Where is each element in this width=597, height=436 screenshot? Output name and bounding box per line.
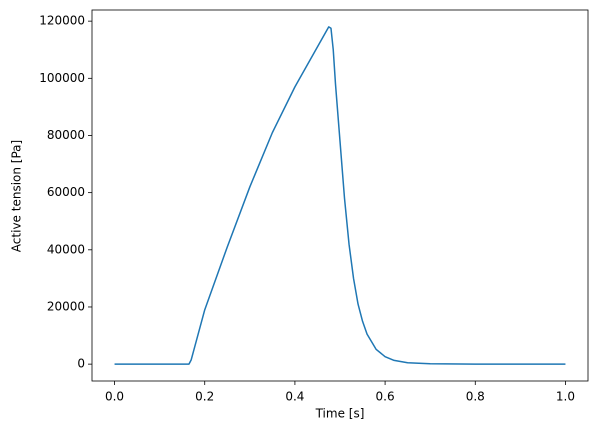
plot-frame <box>91 9 589 382</box>
line-series <box>114 26 566 365</box>
y-tick-label: 60000 <box>47 185 85 199</box>
y-tick-label: 0 <box>77 357 85 371</box>
x-tick-label: 0.4 <box>285 390 304 404</box>
y-tick-label: 40000 <box>47 242 85 256</box>
x-tick-label: 0.2 <box>195 390 214 404</box>
x-tick-label: 0.6 <box>376 390 395 404</box>
x-axis-label: Time [s] <box>315 407 365 421</box>
y-tick-label: 120000 <box>39 14 85 28</box>
y-axis-label: Active tension [Pa] <box>10 140 24 252</box>
y-tick-label: 20000 <box>47 299 85 313</box>
y-tick-label: 80000 <box>47 128 85 142</box>
x-tick-label: 0.8 <box>466 390 485 404</box>
x-tick-label: 0.0 <box>105 390 124 404</box>
y-tick-label: 100000 <box>39 71 85 85</box>
x-tick-label: 1.0 <box>556 390 575 404</box>
